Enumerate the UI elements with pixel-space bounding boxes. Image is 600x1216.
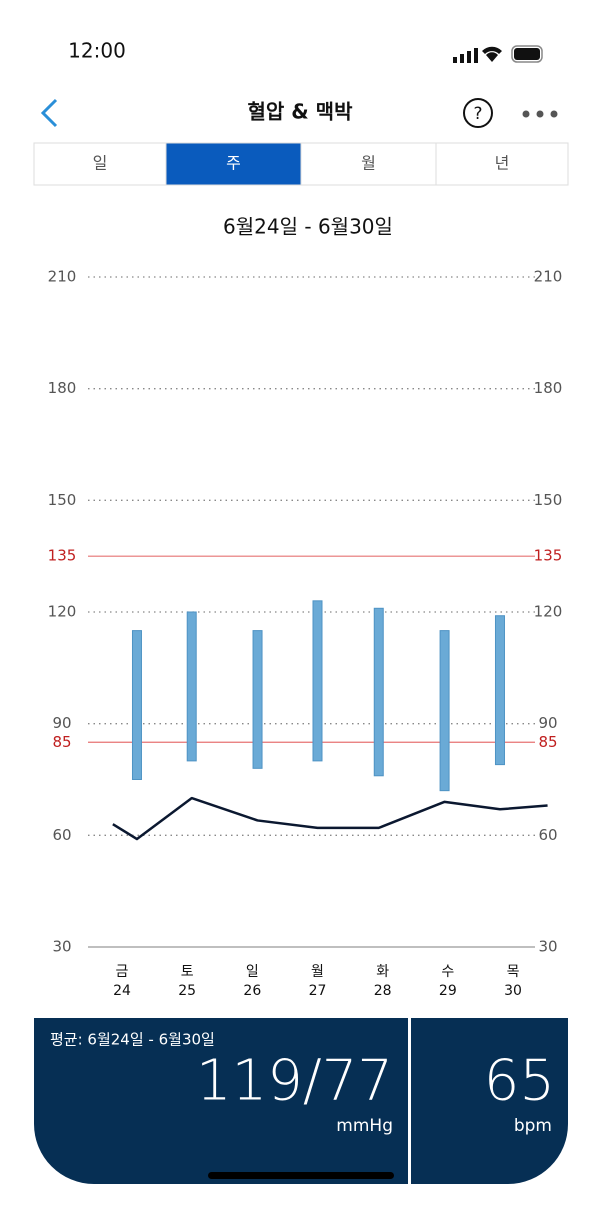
bp-range-bar	[494, 615, 505, 766]
summary-bp-unit: mmHg	[336, 1116, 393, 1136]
bp-range-bar	[131, 630, 142, 780]
x-weekday-label: 월	[311, 964, 324, 980]
x-tick-label: 29	[439, 983, 457, 999]
help-button[interactable]: ?	[463, 98, 493, 128]
y-tick-label: 30	[52, 938, 71, 956]
tab-label: 일	[93, 154, 108, 173]
y2-tick-label: 210	[534, 268, 563, 286]
x-tick-label: 26	[243, 983, 261, 999]
x-weekday-label: 토	[181, 964, 194, 980]
back-button[interactable]	[40, 98, 58, 128]
more-button[interactable]	[522, 110, 558, 118]
bp-range-bar	[373, 607, 384, 777]
tab[interactable]	[165, 142, 302, 186]
summary-bp: 119/77	[196, 1048, 393, 1113]
status-icons	[453, 45, 543, 63]
tab[interactable]	[435, 142, 569, 186]
tab[interactable]	[33, 142, 167, 186]
reference-label: 85	[538, 733, 557, 751]
x-weekday-label: 화	[376, 964, 389, 980]
summary-pulse: 65	[484, 1048, 555, 1113]
reference-label: 135	[48, 547, 77, 565]
tab-label: 년	[495, 154, 510, 173]
x-tick-label: 28	[374, 983, 392, 999]
x-tick-label: 30	[504, 983, 522, 999]
chart-title: 6월24일 - 6월30일	[223, 215, 393, 239]
y2-tick-label: 30	[538, 938, 557, 956]
summary-pulse-unit: bpm	[514, 1116, 552, 1136]
chart: 30 30 60 60 90 90 120 120 150 150 180 180 210 210 135 1…	[48, 268, 563, 1000]
home-indicator	[208, 1172, 394, 1179]
y-tick-label: 60	[52, 826, 71, 844]
y2-tick-label: 120	[534, 603, 563, 621]
x-tick-label: 24	[113, 983, 131, 999]
x-weekday-label: 일	[246, 964, 259, 980]
x-weekday-label: 목	[507, 964, 520, 980]
y-tick-label: 90	[52, 714, 71, 732]
x-weekday-label: 금	[116, 964, 129, 980]
pulse-line	[112, 796, 548, 841]
y2-tick-label: 60	[538, 826, 557, 844]
tab-label: 주	[226, 154, 241, 173]
x-weekday-label: 수	[441, 964, 454, 980]
y-tick-label: 120	[48, 603, 77, 621]
y-tick-label: 150	[48, 491, 77, 509]
y2-tick-label: 180	[534, 379, 563, 397]
y-tick-label: 180	[48, 379, 77, 397]
status-time: 12:00	[68, 39, 126, 63]
tab-label: 월	[361, 154, 376, 173]
reference-label: 85	[52, 733, 71, 751]
y-tick-label: 210	[48, 268, 77, 286]
y2-tick-label: 90	[538, 714, 557, 732]
x-tick-label: 27	[309, 983, 327, 999]
x-tick-label: 25	[178, 983, 196, 999]
header-title: 혈압 & 맥박	[248, 100, 354, 124]
bp-range-bar	[439, 630, 450, 792]
reference-label: 135	[534, 547, 563, 565]
summary-label: 평균: 6월24일 - 6월30일	[50, 1031, 215, 1049]
bp-range-bar	[252, 630, 263, 769]
y2-tick-label: 150	[534, 491, 563, 509]
summary-panel: 평균: 6월24일 - 6월30일 119/77 mmHg 65 bpm	[34, 1018, 568, 1184]
svg-text:?: ?	[473, 104, 482, 124]
bp-range-bar	[312, 600, 323, 762]
bp-range-bar	[186, 611, 197, 762]
